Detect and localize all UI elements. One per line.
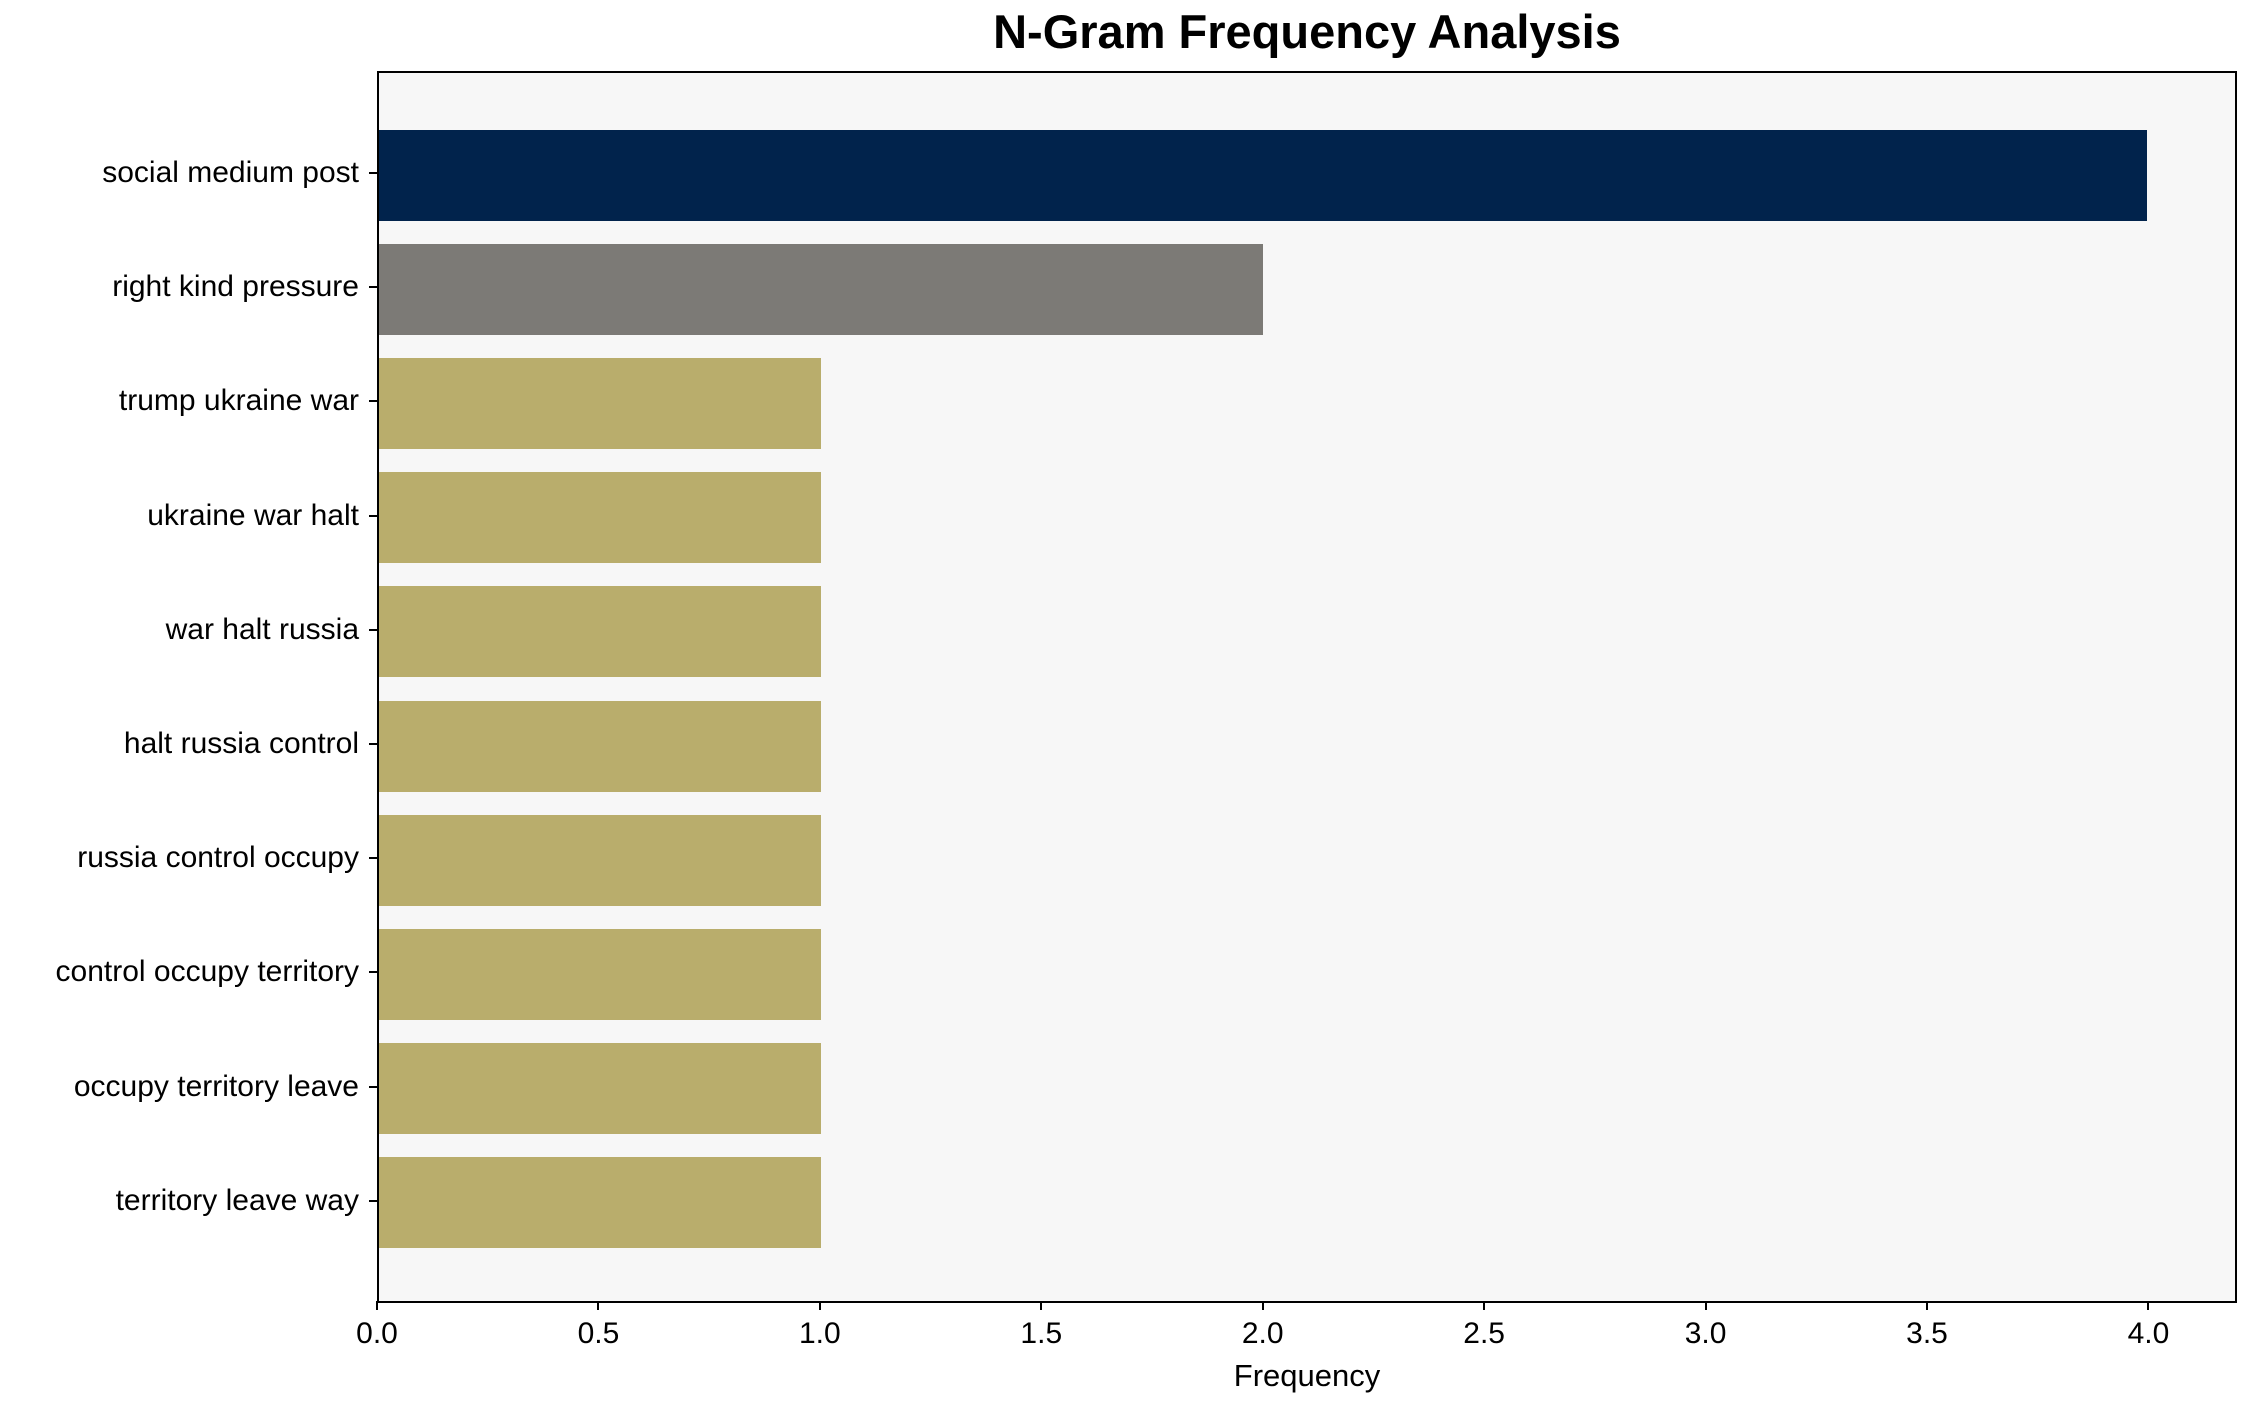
x-tick-mark (1704, 1301, 1707, 1310)
x-tick-mark (1483, 1301, 1486, 1310)
x-tick-label-1.0: 1.0 (798, 1317, 841, 1350)
x-axis: 0.0 0.5 1.0 1.5 2.0 2.5 3.0 3.5 4.0 (356, 1301, 2237, 1361)
x-tick-mark (818, 1301, 821, 1310)
bar-right-kind-pressure (379, 243, 1263, 335)
x-tick-mark (1926, 1301, 1928, 1310)
x-tick-mark (1261, 1301, 1264, 1310)
x-tick-label-0.5: 0.5 (577, 1317, 620, 1350)
x-tick-mark (376, 1301, 378, 1310)
chart-title: N-Gram Frequency Analysis (993, 5, 1621, 58)
y-tick-mark (369, 743, 377, 745)
y-tick-label-social-medium-post: social medium post (102, 156, 359, 189)
x-tick-label-3.0: 3.0 (1684, 1317, 1727, 1350)
bar-control-occupy-territory (379, 928, 821, 1020)
y-tick-label-ukraine-war-halt: ukraine war halt (147, 498, 359, 532)
x-tick-label-1.5: 1.5 (1020, 1317, 1063, 1350)
y-tick-label-right-kind-pressure: right kind pressure (112, 270, 359, 304)
y-tick-mark (369, 400, 377, 403)
x-tick-label-2.5: 2.5 (1463, 1317, 1505, 1350)
y-tick-label-territory-leave-way: territory leave way (115, 1183, 359, 1217)
x-tick-label-2.0: 2.0 (1241, 1317, 1284, 1350)
y-tick-mark (369, 172, 377, 174)
y-tick-mark (369, 286, 377, 289)
x-tick-mark (597, 1301, 600, 1310)
y-tick-label-occupy-territory-leave: occupy territory leave (73, 1069, 359, 1103)
y-tick-label-russia-control-occupy: russia control occupy (77, 841, 359, 875)
y-tick-mark (369, 857, 377, 860)
y-tick-mark (369, 1085, 377, 1088)
bar-halt-russia-control (379, 700, 821, 792)
bar-ukraine-war-halt (379, 472, 821, 564)
y-tick-mark (369, 1199, 377, 1202)
y-tick-label-trump-ukraine-war: trump ukraine war (118, 384, 359, 418)
y-axis: social medium post right kind pressure tru… (0, 71, 377, 1303)
x-axis-title: Frequency (1233, 1358, 1381, 1393)
bar-war-halt-russia (379, 586, 821, 678)
y-tick-mark (369, 971, 377, 974)
x-tick-mark (1040, 1301, 1043, 1310)
y-tick-label-halt-russia-control: halt russia control (123, 727, 359, 760)
x-tick-label-3.5: 3.5 (1906, 1317, 1948, 1350)
bar-russia-control-occupy (379, 814, 821, 906)
plot-area (377, 71, 2237, 1303)
x-tick-mark (2147, 1301, 2150, 1310)
x-tick-label-0.0: 0.0 (356, 1317, 398, 1350)
bar-territory-leave-way (379, 1157, 821, 1249)
y-tick-mark (369, 628, 377, 631)
y-tick-label-control-occupy-territory: control occupy territory (55, 955, 359, 989)
y-tick-mark (369, 514, 377, 517)
bar-trump-ukraine-war (379, 357, 821, 449)
x-tick-label-4.0: 4.0 (2127, 1317, 2170, 1350)
bar-social-medium-post (379, 129, 2147, 221)
y-tick-label-war-halt-russia: war halt russia (165, 612, 359, 646)
bar-occupy-territory-leave (379, 1043, 821, 1135)
